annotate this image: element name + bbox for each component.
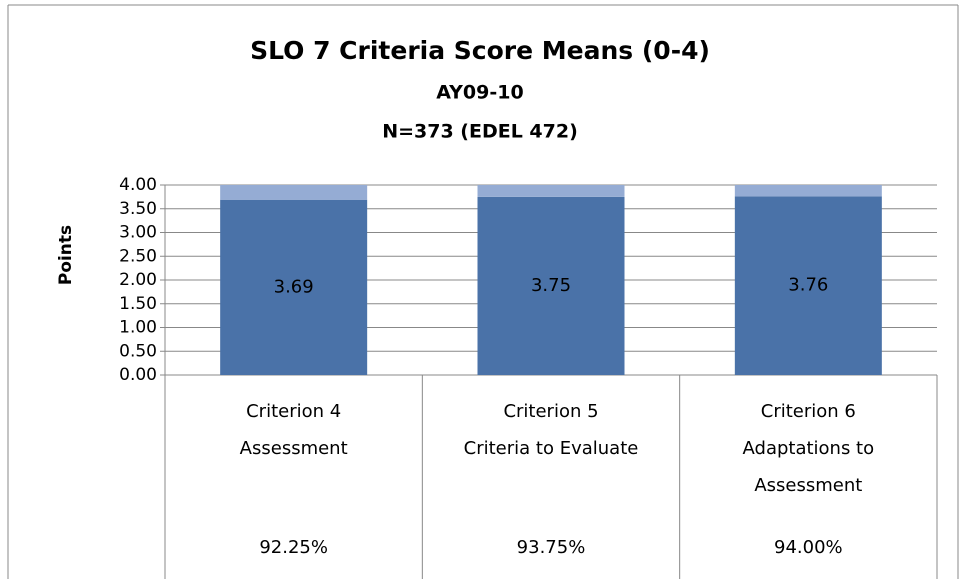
chart-subtitle: N=373 (EDEL 472) [382,121,578,143]
bar-segment [477,196,625,375]
y-tick-label: 1.50 [119,294,157,314]
data-label: 3.69 [274,276,314,297]
y-tick-label: 2.00 [119,270,157,290]
percentage: 94.00% [774,537,843,558]
y-tick-label: 0.50 [119,341,157,361]
y-tick-label: 4.00 [119,175,157,195]
x-tick-label: Adaptations to [743,438,875,459]
y-tick-label: 3.50 [119,199,157,219]
x-tick-label: Criterion 4 [246,401,341,422]
x-tick-label: Assessment [754,475,862,496]
y-tick-label: 1.00 [119,318,157,338]
y-axis-label: Points [56,225,76,285]
bar-segment [220,199,368,375]
x-tick-label: Assessment [240,438,348,459]
data-label: 3.76 [788,275,828,296]
y-tick-label: 2.50 [119,246,157,266]
x-tick-label: Criterion 5 [503,401,598,422]
x-tick-label: Criteria to Evaluate [464,438,639,459]
percentage: 93.75% [517,537,586,558]
bar-segment [477,185,625,197]
x-tick-label: Criterion 6 [761,401,856,422]
bar-segment [220,185,368,200]
bar-segment [734,196,882,375]
data-label: 3.75 [531,275,571,296]
y-tick-label: 3.00 [119,223,157,243]
chart-title: SLO 7 Criteria Score Means (0-4) [250,36,710,65]
y-tick-label: 0.00 [119,365,157,385]
bar-segment [734,185,882,197]
percentage: 92.25% [259,537,328,558]
chart-subtitle: AY09-10 [436,82,523,104]
